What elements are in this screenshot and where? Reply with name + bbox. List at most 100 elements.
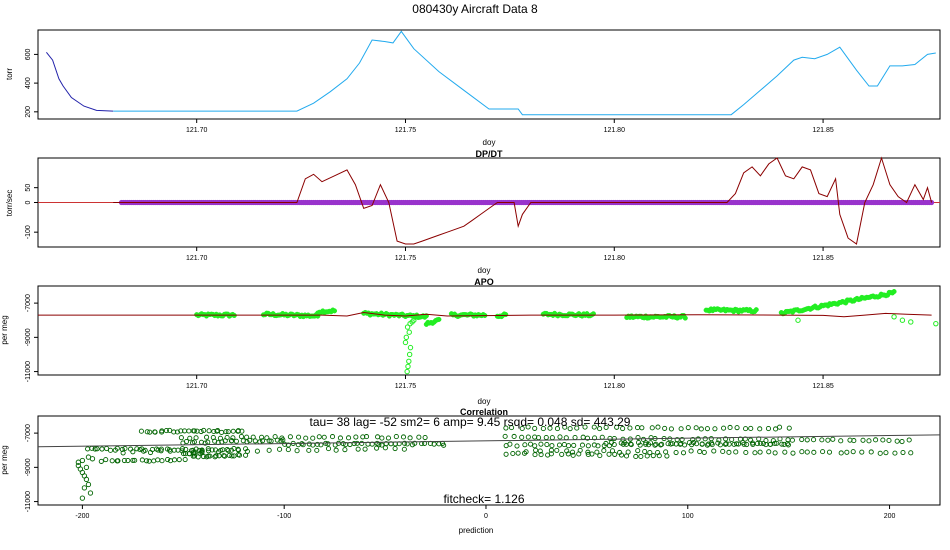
correlation-point: [628, 442, 634, 448]
correlation-point: [892, 450, 898, 456]
correlation-point: [314, 447, 320, 453]
correlation-point: [337, 435, 343, 441]
correlation-y-tick-label: -7000: [25, 424, 32, 442]
correlation-point: [663, 449, 669, 455]
correlation-point: [407, 435, 413, 441]
correlation-point: [109, 458, 115, 464]
apo-x-tick-label: 121.85: [812, 383, 834, 390]
correlation-point: [511, 433, 517, 440]
pressure-y-label: torr: [5, 68, 14, 80]
correlation-point: [222, 453, 228, 459]
correlation-point: [789, 437, 795, 443]
correlation-point: [733, 449, 739, 455]
correlation-point: [820, 449, 826, 455]
correlation-point: [294, 448, 300, 454]
correlation-point: [720, 448, 726, 454]
correlation-point: [363, 434, 370, 440]
pressure-y-axis: 200 400 600: [25, 48, 38, 118]
correlation-point: [779, 441, 785, 447]
correlation-point: [216, 453, 222, 459]
apo-series-line: [38, 311, 932, 318]
correlation-point: [748, 425, 754, 431]
correlation-y-axis: -11000 -9000 -7000: [25, 424, 38, 512]
correlation-point: [296, 434, 302, 440]
pressure-y-tick-label: 600: [25, 48, 32, 60]
correlation-point: [838, 450, 844, 456]
correlation-point: [187, 435, 193, 441]
correlation-point: [98, 458, 104, 464]
correlation-point: [215, 427, 221, 434]
correlation-point: [404, 441, 410, 447]
dpdt-x-tick-label: 121.75: [395, 255, 417, 262]
correlation-point: [899, 439, 905, 445]
correlation-point: [906, 437, 912, 443]
apo-point: [753, 307, 759, 313]
correlation-point: [744, 442, 750, 448]
correlation-point: [850, 449, 856, 455]
correlation-point: [266, 447, 272, 453]
correlation-point: [782, 449, 788, 455]
correlation-point: [346, 435, 352, 441]
apo-point: [436, 316, 442, 322]
correlation-point: [731, 441, 737, 447]
correlation-point: [310, 435, 316, 441]
correlation-point: [727, 424, 733, 431]
correlation-point: [259, 438, 266, 444]
correlation-point: [894, 438, 900, 444]
correlation-point: [597, 453, 603, 459]
correlation-point: [422, 434, 428, 441]
pressure-x-tick-label: 121.85: [812, 127, 834, 134]
correlation-point: [85, 446, 91, 452]
dpdt-series-line: [113, 156, 933, 245]
correlation-point: [726, 449, 732, 455]
correlation-point: [704, 442, 710, 448]
correlation-point: [772, 450, 778, 456]
correlation-point: [554, 426, 561, 432]
correlation-point: [393, 434, 399, 440]
pressure-x-axis: 121.70 121.75 121.80 121.85: [186, 119, 834, 134]
apo-y-tick-label: -9000: [25, 328, 32, 346]
correlation-point: [139, 457, 145, 463]
correlation-point: [503, 451, 509, 457]
correlation-point: [767, 441, 773, 447]
correlation-point: [826, 449, 833, 455]
correlation-point: [618, 452, 625, 458]
correlation-point: [790, 450, 796, 456]
correlation-point: [680, 450, 687, 456]
correlation-point: [165, 456, 171, 463]
dpdt-x-axis: 121.70 121.75 121.80 121.85: [186, 247, 834, 262]
correlation-point: [611, 435, 617, 442]
apo-plot-frame: [37, 285, 941, 376]
correlation-point: [163, 428, 170, 434]
correlation-y-tick-label: -11000: [25, 491, 32, 512]
apo-point: [933, 320, 939, 327]
correlation-point: [120, 450, 126, 456]
correlation-point: [777, 424, 783, 430]
correlation-point: [354, 440, 360, 446]
correlation-point: [521, 450, 528, 456]
correlation-point: [179, 448, 185, 454]
correlation-point: [199, 448, 205, 454]
correlation-point: [635, 435, 641, 441]
correlation-point: [623, 453, 630, 459]
correlation-point: [176, 457, 182, 463]
correlation-point: [144, 429, 150, 435]
correlation-point: [886, 437, 892, 444]
correlation-point: [664, 453, 670, 459]
correlation-point: [635, 448, 641, 454]
correlation-point: [235, 447, 242, 453]
correlation-point: [574, 425, 580, 431]
correlation-point: [699, 441, 705, 447]
correlation-point: [877, 450, 883, 456]
correlation-point: [171, 429, 177, 435]
apo-point: [795, 317, 801, 323]
correlation-point: [229, 438, 235, 444]
correlation-point: [532, 425, 538, 431]
correlation-point: [601, 448, 607, 454]
apo-point: [682, 315, 688, 321]
correlation-point: [239, 428, 245, 434]
correlation-point: [178, 435, 184, 441]
correlation-point: [811, 437, 817, 443]
dpdt-y-tick-label: 50: [25, 184, 32, 192]
correlation-point: [375, 434, 381, 440]
